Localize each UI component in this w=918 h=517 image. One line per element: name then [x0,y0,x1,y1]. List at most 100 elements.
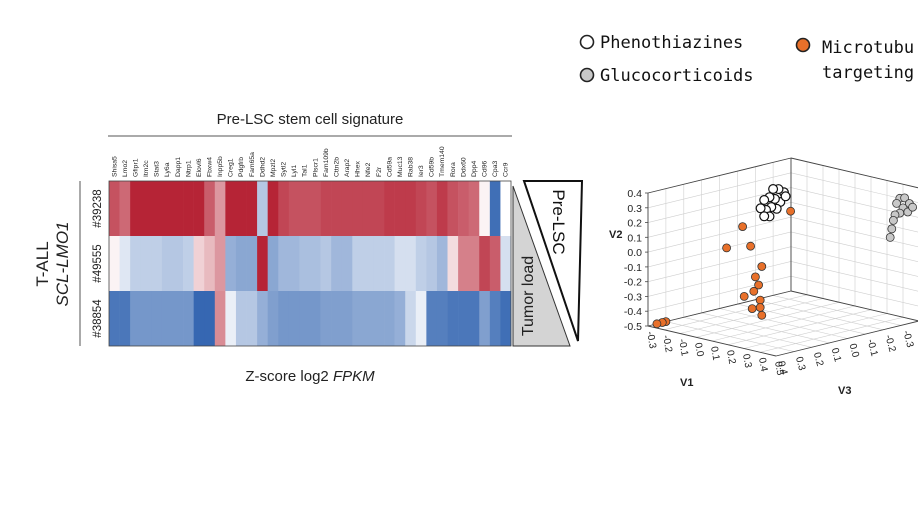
grid-line [790,231,918,262]
heatmap-column-label: Nfe2 [365,162,372,177]
heatmap-cell [489,291,501,346]
point-microtubule-targeting [738,222,747,232]
v3-tick-label: 0.3 [740,353,753,369]
heatmap-cell [310,181,321,236]
heatmap-cell [468,181,480,236]
heatmap-cell [458,291,469,346]
heatmap-cell [278,291,290,346]
heatmap-column-label: Hhex [355,161,362,177]
heatmap-cell [331,181,343,236]
heatmap-cell [415,291,427,346]
heatmap-cell [183,181,194,236]
v1-tick-label: 0.1 [829,347,843,364]
heatmap-cells [108,180,512,347]
v2-tick-label: 0.4 [627,188,642,200]
heatmap-cell [310,291,321,346]
point-microtubule-targeting [755,303,765,312]
heatmap-cell [468,236,480,291]
grid-line [647,216,792,253]
v3-tick-label: 0.1 [708,346,721,362]
heatmap-cell [405,236,417,291]
heatmap-column-label: Pdgfrb [238,157,245,177]
heatmap-column-label: Itm2c [143,160,150,177]
point-microtubule-targeting [751,272,760,282]
heatmap-column-label: Muc13 [397,156,404,177]
box-edge [647,290,792,327]
heatmap-cell [299,236,311,291]
pre-lsc-wedge [522,180,584,342]
heatmap-cell [384,181,395,236]
grid-line [647,172,792,209]
heatmap-cell [341,181,353,236]
heatmap-cell [161,181,173,236]
point-glucocorticoids [908,202,917,212]
heatmap-cell [362,181,374,236]
heatmap-cell [214,236,226,291]
heatmap-cell [468,291,480,346]
scatter-axes: -0.5-0.4-0.3-0.2-0.10.00.10.20.30.4-0.4-… [624,157,918,377]
heatmap-column-labels: Shisa5 Lmo2 Gfipr1 Itm2c Stat3 Ly6a Dapp1 Ntrp1… [111,146,509,177]
heatmap-cell [500,181,512,236]
heatmap-cell [373,236,385,291]
heatmap-cell [288,236,300,291]
heatmap-column-label: Fbxw4 [207,157,214,177]
v2-tick-label: -0.3 [624,291,642,303]
heatmap-cell [405,181,417,236]
v3-tick-label: -0.2 [660,334,674,353]
point-phenothiazines [780,191,791,202]
heatmap-cell [267,236,279,291]
box-edge [647,157,792,194]
point-phenothiazines [755,203,766,214]
heatmap-cell [204,291,216,346]
heatmap-xlabel: Z-score log2 FPKM [245,368,375,385]
heatmap-cell [384,236,395,291]
heatmap-cell [320,181,332,236]
heatmap-cell [204,181,216,236]
grid-line [790,261,918,292]
grid-line [711,305,856,342]
grid-line [727,309,872,346]
v2-tick-label: 0.3 [627,203,642,215]
heatmap-cell [119,291,131,346]
heatmap-column-label: Stat3 [154,161,161,177]
heatmap-cell [225,236,237,291]
heatmap-row-label: #38854 [92,299,104,338]
heatmap-column-label: Ddhd2 [259,157,266,177]
heatmap-cell [394,236,406,291]
heatmap-column-label: Plscr1 [312,158,319,177]
legend-label-glucocorticoids: Glucocorticoids [600,66,754,86]
heatmap-cell [352,236,364,291]
heatmap-cell [225,181,237,236]
grid-line [647,275,792,312]
v2-tick-label: 0.1 [627,232,642,244]
heatmap-cell [489,236,501,291]
grid-line [695,302,840,338]
heatmap-cell [320,291,332,346]
heatmap-cell [109,236,120,291]
axis-label-v2: V2 [609,229,622,241]
heatmap-cell [246,181,258,236]
heatmap-cell [331,291,343,346]
heatmap-cell [362,236,374,291]
heatmap-cell [436,291,448,346]
legend-label-microtubule: Microtubu [822,38,914,58]
heatmap-row-label: #49555 [92,244,104,282]
heatmap-title: Pre-LSC stem cell signature [217,111,404,128]
heatmap-column-label: Rab38 [408,157,415,177]
tumor-load-wedge [512,185,571,347]
heatmap-cell [373,181,385,236]
heatmap-cell [436,181,448,236]
heatmap-cell [267,291,279,346]
grid-line [759,317,904,353]
heatmap-cell [140,236,152,291]
heatmap-cell [436,236,448,291]
legend-marker-microtubule [795,37,811,53]
heatmap-cell [130,181,142,236]
legend: Phenothiazines Glucocorticoids Microtubu… [579,33,914,86]
heatmap-cell [447,291,459,346]
v1-tick-label: 0.4 [775,360,789,377]
heatmap-cell [161,291,173,346]
box-edge [647,325,777,357]
heatmap-cell [405,291,417,346]
